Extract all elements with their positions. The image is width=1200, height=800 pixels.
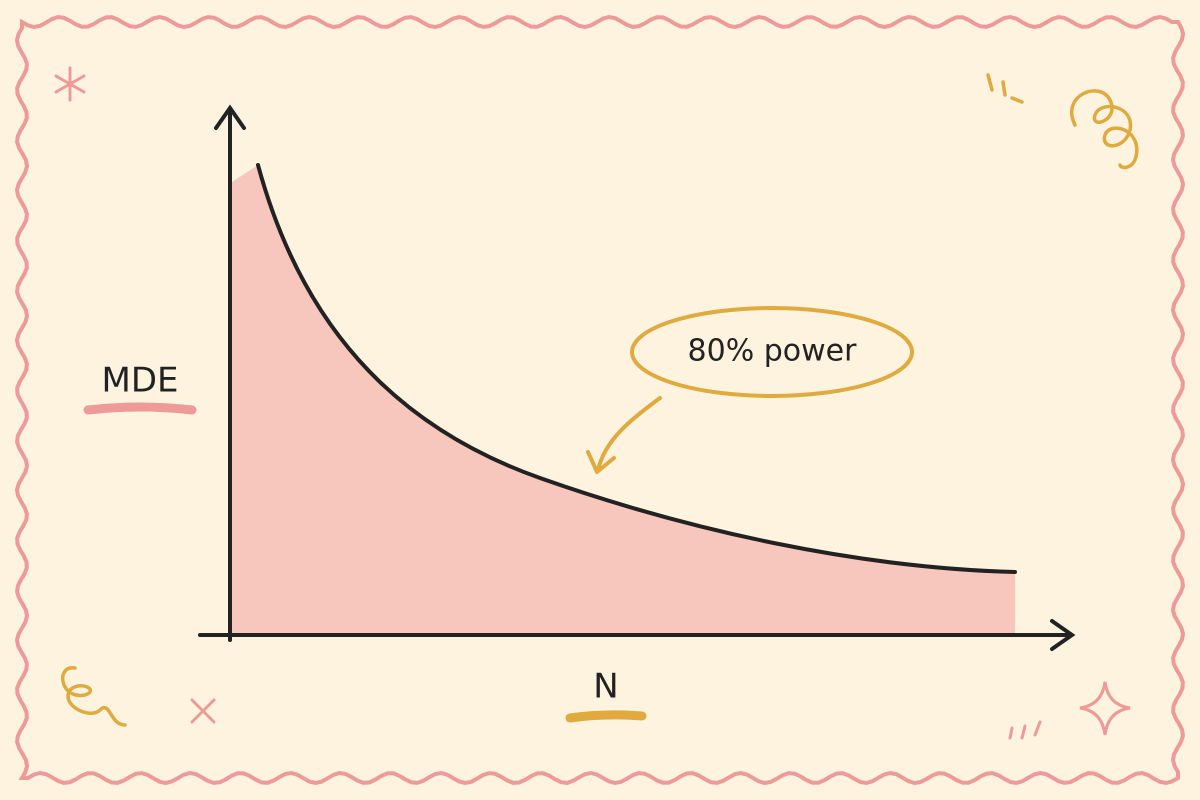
x-axis: [198, 619, 1076, 651]
annotation-arrow: [586, 396, 662, 474]
decorations: [60, 73, 1139, 727]
y-axis: [214, 104, 246, 642]
x-axis-label: N: [593, 667, 618, 707]
wavy-border: [14, 14, 1186, 786]
y-axis-label: MDE: [102, 361, 179, 401]
x-label-underline: [565, 710, 647, 723]
y-label-underline: [83, 402, 197, 415]
annotation-bubble: [630, 306, 914, 398]
decorations: [54, 66, 1131, 740]
annotation: 80% power: [688, 334, 858, 369]
curve-area: [232, 165, 1015, 633]
axes: [198, 104, 1076, 651]
curve: [256, 163, 1017, 574]
